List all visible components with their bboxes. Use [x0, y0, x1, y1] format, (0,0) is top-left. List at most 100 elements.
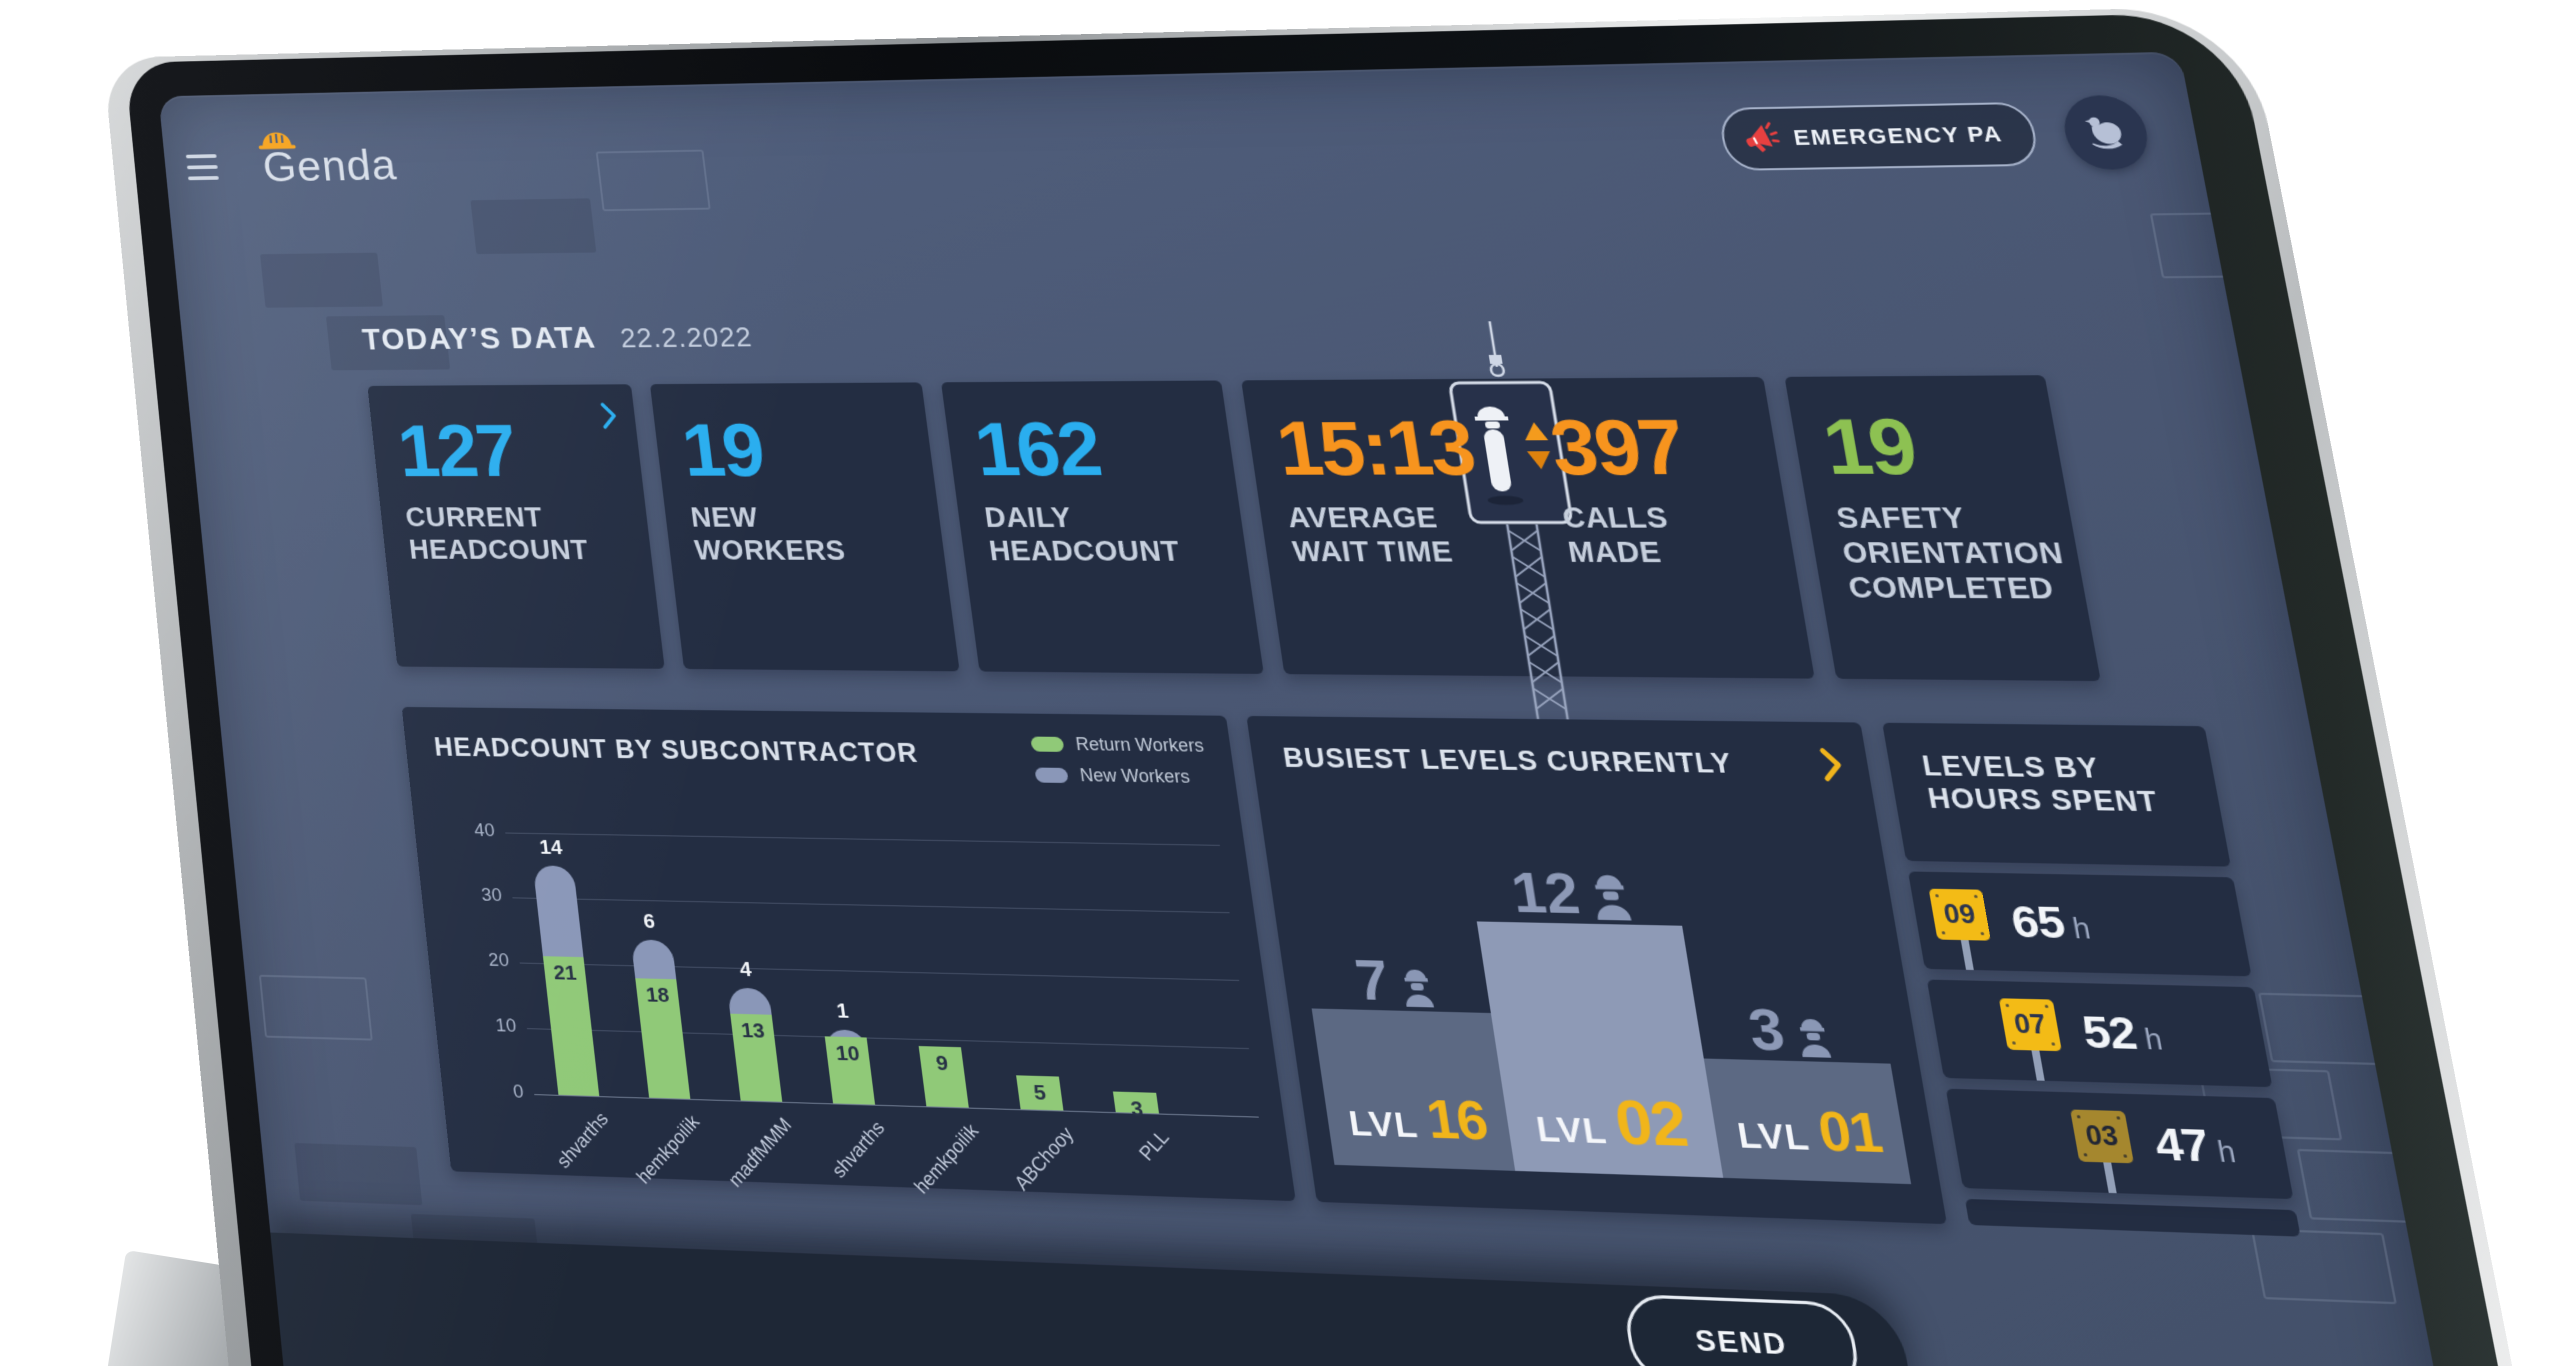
levels-title: LEVELS BY HOURS SPENT — [1919, 750, 2161, 818]
busiest-levels-panel: BUSIEST LEVELS CURRENTLY 7 LVL 16 12 LVL 02… — [1246, 715, 1947, 1225]
level-sign: 03 — [2070, 1109, 2134, 1164]
return-workers-value: 10 — [834, 1041, 861, 1066]
level-hours-row: 03 47 h — [1945, 1088, 2294, 1200]
level-number: 02 — [1610, 1086, 1692, 1160]
hours-value: 47 h — [2151, 1118, 2240, 1174]
brick-decoration — [470, 198, 597, 255]
stat-block: 19 NEW WORKERS — [677, 407, 920, 568]
levels-podium: 7 LVL 16 12 LVL 02 3 LVL 01 — [1290, 858, 1915, 1185]
brick-decoration — [2250, 1228, 2397, 1305]
sign-post — [2102, 1158, 2117, 1194]
stat-block: 127 CURRENT HEADCOUNT — [394, 408, 628, 568]
worker-icon — [1593, 874, 1632, 921]
sign-dots — [2005, 1003, 2010, 1008]
worker-count-value: 3 — [1743, 994, 1789, 1063]
x-category-label: madfMMM — [724, 1113, 797, 1193]
stat-block: 15:13 AVERAGE WAIT TIME — [1271, 404, 1499, 646]
busiest-title: BUSIEST LEVELS CURRENTLY — [1281, 742, 1735, 780]
brick-decoration — [260, 252, 383, 308]
emergency-pa-label: EMERGENCY PA — [1791, 121, 2005, 150]
stat-block: 19 SAFETY ORIENTATION COMPLETED — [1816, 401, 2066, 608]
stacked-bar — [727, 987, 783, 1102]
hours-number: 47 — [2150, 1118, 2213, 1173]
brick-decoration — [258, 974, 373, 1041]
y-tick-label: 0 — [512, 1081, 525, 1103]
sign-post — [1960, 935, 1974, 971]
new-workers-value: 14 — [538, 836, 564, 860]
stat-value: 19 — [677, 407, 768, 492]
x-category-label: hemkpoilik — [632, 1110, 705, 1189]
hours-number: 65 — [2007, 896, 2068, 949]
hours-unit: h — [2142, 1023, 2166, 1057]
laptop-bezel: Genda EMERGENCY PA — [124, 12, 2554, 1366]
megaphone-icon — [1740, 117, 1786, 156]
stat-block: 162 DAILY HEADCOUNT — [969, 405, 1222, 570]
worker-count: 7 — [1351, 946, 1441, 1012]
level-sign: 07 — [1998, 998, 2062, 1052]
app-header: Genda EMERGENCY PA — [183, 89, 2154, 207]
stat-value: 162 — [969, 405, 1105, 492]
bar-chart: 40 30 20 10 0 14 21 shvarths 6 18 hemkpoilik 4 13 mad… — [402, 707, 1296, 1201]
stats-row: 127 CURRENT HEADCOUNT 19 NEW WORKERS 162 DAIL… — [367, 375, 2101, 682]
gridline — [526, 1028, 1250, 1050]
level-prefix: LVL — [1346, 1103, 1421, 1146]
gridline — [519, 962, 1240, 981]
chevron-right-icon[interactable] — [1817, 747, 1847, 783]
hours-unit: h — [2215, 1135, 2239, 1169]
sign-level-number: 03 — [2083, 1120, 2121, 1152]
pigeon-icon — [2084, 117, 2124, 150]
gridline — [505, 832, 1220, 846]
sign-dots — [2076, 1115, 2081, 1119]
stat-card: 15:13 AVERAGE WAIT TIME 397 CALLS MADE — [1241, 377, 1815, 679]
x-category-label: ABChooy — [1010, 1122, 1079, 1196]
stat-card: 19 NEW WORKERS — [649, 382, 960, 672]
level-number: 01 — [1813, 1100, 1887, 1166]
stat-card: 19 SAFETY ORIENTATION COMPLETED — [1784, 375, 2101, 682]
level-prefix: LVL — [1734, 1115, 1813, 1159]
level-number: 16 — [1422, 1089, 1492, 1153]
page-head: TODAY’S DATA 22.2.2022 — [361, 319, 755, 357]
x-category-label: shvarths — [828, 1116, 890, 1183]
level-hours-row: 09 65 h — [1907, 871, 2252, 977]
footer-bar: SEND — [270, 1232, 1955, 1366]
header-actions: EMERGENCY PA — [1716, 94, 2154, 176]
sign-post — [2030, 1046, 2045, 1081]
levels-by-hours-panel: LEVELS BY HOURS SPENT 09 65 h 07 52 h 03 47 h — [1882, 722, 2301, 1237]
sign-level-number: 07 — [2011, 1008, 2049, 1040]
emergency-pa-button[interactable]: EMERGENCY PA — [1716, 101, 2041, 171]
stat-label: AVERAGE WAIT TIME — [1285, 502, 1455, 569]
return-workers-value: 18 — [644, 983, 671, 1008]
hours-number: 52 — [2078, 1006, 2140, 1060]
x-category-label: PLL — [1135, 1125, 1175, 1166]
brick-decoration — [2258, 992, 2404, 1066]
worker-count-value: 12 — [1506, 858, 1584, 926]
panels-row: HEADCOUNT BY SUBCONTRACTOR Return Worker… — [401, 706, 2301, 1237]
level-sign: 09 — [1928, 888, 1991, 941]
stat-value: 127 — [394, 408, 520, 493]
stacked-bar — [630, 938, 691, 1099]
hours-value: 52 h — [2079, 1007, 2167, 1062]
send-button[interactable]: SEND — [1621, 1293, 1864, 1366]
hours-unit: h — [2070, 912, 2094, 945]
sign-dots — [1935, 894, 1939, 898]
stat-chevron-icon[interactable] — [599, 401, 619, 430]
hamburger-menu-button[interactable] — [185, 150, 228, 183]
x-category-label: shvarths — [553, 1108, 613, 1174]
hamburger-line — [186, 165, 218, 170]
levels-title-card: LEVELS BY HOURS SPENT — [1882, 722, 2231, 867]
user-avatar[interactable] — [2058, 94, 2154, 171]
brick-decoration — [2149, 211, 2290, 279]
background-bricks — [158, 52, 2444, 1349]
stat-value: 19 — [1816, 401, 1922, 492]
laptop: Genda EMERGENCY PA — [103, 5, 2554, 1366]
level-prefix: LVL — [1533, 1109, 1610, 1152]
page-date: 22.2.2022 — [618, 322, 755, 355]
return-workers-value: 9 — [934, 1051, 950, 1075]
stat-card: 127 CURRENT HEADCOUNT — [367, 384, 665, 669]
hamburger-line — [185, 154, 217, 159]
hamburger-line — [187, 176, 219, 181]
y-tick-label: 40 — [473, 820, 496, 842]
worker-count: 12 — [1506, 858, 1640, 926]
podium-box: LVL 16 — [1311, 1008, 1516, 1171]
